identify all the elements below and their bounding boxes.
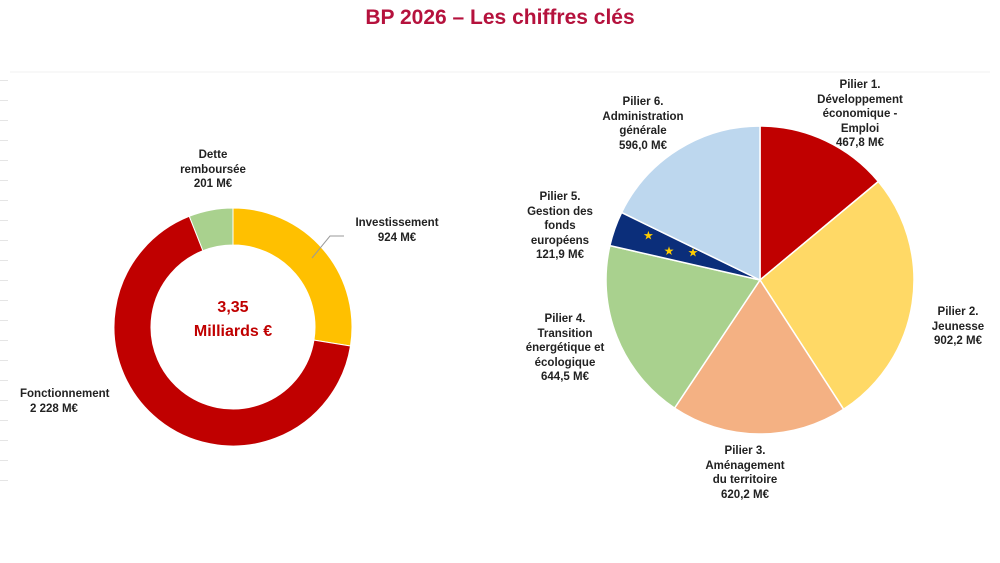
pie-label-pilier5-line1: Pilier 5. xyxy=(539,191,581,203)
pie-slice-pilier2 xyxy=(759,180,915,411)
pie-label-pilier2-line2: Jeunesse xyxy=(931,320,985,333)
pie-label-pilier5-line3: fonds xyxy=(544,220,576,232)
pie-label-pilier1-value: 467,8 M€ xyxy=(836,137,884,149)
pie-label-pilier1-line1: Pilier 1. xyxy=(839,79,881,91)
pie-label-pilier4-line3: énergétique et xyxy=(525,342,605,354)
donut-label-investissement-value: 924 M€ xyxy=(377,231,417,244)
pie-label-pilier2-value: 902,2 M€ xyxy=(934,335,982,347)
donut-total-unit: Milliards € xyxy=(193,323,273,340)
pie-label-pilier6-line3: générale xyxy=(619,125,667,137)
pie-label-pilier3-value: 620,2 M€ xyxy=(721,488,769,501)
pie-slice-pilier3 xyxy=(673,278,845,435)
donut-label-dette-line2: remboursée xyxy=(180,163,246,176)
pie-label-pilier1-line4: Emploi xyxy=(840,122,880,135)
donut-label-fonctionnement-value: 2 228 M€ xyxy=(30,402,78,415)
eu-star-icon: ★ xyxy=(688,246,699,260)
pie-label-pilier5: Pilier 5. Gestion des fonds européens 12… xyxy=(515,190,605,263)
donut-label-fonctionnement-line1: Fonctionnement xyxy=(20,388,110,400)
donut-label-fonctionnement: Fonctionnement 2 228 M€ xyxy=(20,387,130,416)
pie-label-pilier3-line2: Aménagement xyxy=(705,459,785,472)
leader-lines xyxy=(311,235,344,259)
donut-total-label: 3,35 Milliards € xyxy=(153,296,313,344)
donut-label-investissement: Investissement 924 M€ xyxy=(342,216,452,245)
donut-label-dette-line1: Dette xyxy=(198,149,228,161)
pie-label-pilier2-line1: Pilier 2. xyxy=(937,306,979,318)
pie-label-pilier1-line2: Développement xyxy=(817,93,903,106)
pie-slice-pilier4 xyxy=(605,244,762,410)
donut-slice-fonctionnement xyxy=(113,215,352,447)
pie-label-pilier4-value: 644,5 M€ xyxy=(541,371,589,383)
pie-slice-pilier6 xyxy=(620,125,761,282)
pie-label-pilier3-line1: Pilier 3. xyxy=(724,445,766,457)
pie-label-pilier4-line4: écologique xyxy=(534,356,596,369)
pie-label-pilier1: Pilier 1. Développement économique - Emp… xyxy=(800,78,920,151)
page-title: BP 2026 – Les chiffres clés xyxy=(365,6,635,29)
pie-label-pilier2: Pilier 2. Jeunesse 902,2 M€ xyxy=(918,305,998,349)
pie-label-pilier6-line1: Pilier 6. xyxy=(622,96,664,108)
pie-label-pilier3: Pilier 3. Aménagement du territoire 620,… xyxy=(690,444,800,502)
donut-total-value: 3,35 xyxy=(217,299,249,316)
pie-label-pilier5-line4: européens xyxy=(530,234,590,247)
pie-label-pilier6-line2: Administration xyxy=(602,110,684,123)
pie-label-pilier6-value: 596,0 M€ xyxy=(619,139,667,152)
pie-label-pilier1-line3: économique - xyxy=(822,108,898,120)
leader-line-investissement xyxy=(311,235,344,259)
eu-star-icon: ★ xyxy=(664,244,675,258)
pie-label-pilier5-line2: Gestion des xyxy=(527,205,593,218)
left-edge-ticks xyxy=(0,80,8,500)
pie-label-pilier6: Pilier 6. Administration générale 596,0 … xyxy=(588,95,698,153)
pie-label-pilier5-value: 121,9 M€ xyxy=(536,249,584,261)
pie-slice-pilier1 xyxy=(759,125,880,282)
donut-label-investissement-line1: Investissement xyxy=(355,217,439,229)
pie-label-pilier3-line3: du territoire xyxy=(712,474,778,486)
eu-star-icon: ★ xyxy=(643,228,654,242)
pie-label-pilier4-line1: Pilier 4. xyxy=(544,313,586,325)
pie-label-pilier4-line2: Transition xyxy=(537,327,593,340)
donut-chart xyxy=(113,207,353,447)
pie-label-pilier4: Pilier 4. Transition énergétique et écol… xyxy=(505,312,625,385)
donut-label-dette: Dette remboursée 201 M€ xyxy=(168,148,258,192)
pie-chart: ★ ★ ★ xyxy=(605,125,915,435)
donut-label-dette-value: 201 M€ xyxy=(193,178,233,190)
